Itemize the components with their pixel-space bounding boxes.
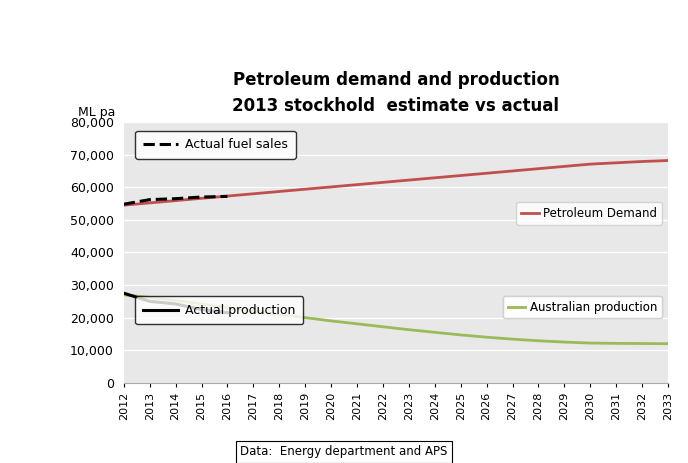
- Text: Data:  Energy department and APS: Data: Energy department and APS: [240, 445, 448, 458]
- Legend: Australian production: Australian production: [503, 296, 662, 319]
- Text: ML pa: ML pa: [78, 106, 115, 119]
- Title: Petroleum demand and production
2013 stockhold  estimate vs actual: Petroleum demand and production 2013 sto…: [233, 70, 559, 115]
